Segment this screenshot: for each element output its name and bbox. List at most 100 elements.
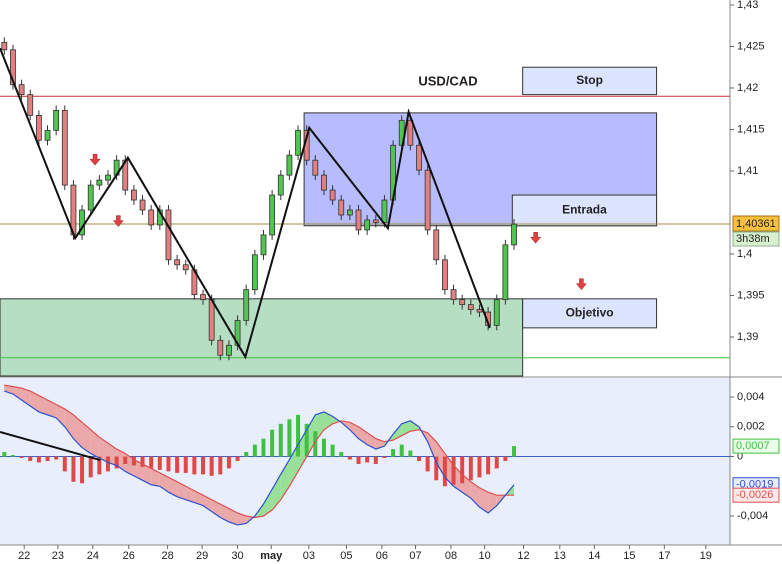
candle-body bbox=[27, 94, 34, 116]
candle-body bbox=[269, 194, 276, 236]
histogram-bar bbox=[425, 456, 430, 472]
macd-fill bbox=[367, 432, 376, 450]
macd-fill bbox=[470, 481, 480, 508]
macd-fill bbox=[349, 422, 359, 439]
candle-body bbox=[165, 209, 172, 261]
histogram-bar bbox=[347, 456, 352, 460]
candle-body bbox=[44, 129, 51, 141]
histogram-bar bbox=[391, 449, 396, 457]
macd-fill bbox=[90, 429, 100, 459]
histogram-bar bbox=[71, 456, 76, 482]
candle-body bbox=[381, 199, 388, 223]
x-tick-label: 14 bbox=[588, 550, 600, 562]
macd-fill bbox=[73, 414, 83, 448]
x-tick-label: 29 bbox=[196, 550, 208, 562]
signal-value-box bbox=[732, 487, 780, 503]
histogram-bar bbox=[88, 456, 93, 478]
histogram-bar bbox=[28, 456, 33, 461]
candle-body bbox=[139, 199, 146, 211]
timer-box bbox=[732, 231, 780, 247]
histogram-bar bbox=[123, 456, 128, 464]
histogram-bar bbox=[321, 438, 326, 457]
histogram-bar bbox=[356, 456, 361, 464]
price-label: 1,40361 bbox=[736, 218, 776, 230]
candle-body bbox=[467, 304, 474, 310]
macd-fill bbox=[436, 441, 445, 478]
trend-line bbox=[0, 431, 101, 462]
y-tick-label: 1,415 bbox=[737, 123, 765, 135]
zone-label: Objetivo bbox=[566, 306, 614, 320]
histogram-bar bbox=[166, 456, 171, 472]
histogram-bar bbox=[503, 456, 508, 461]
zone-label: Entrada bbox=[562, 203, 607, 217]
candle-body bbox=[87, 184, 94, 211]
x-tick-label: 05 bbox=[340, 550, 352, 562]
macd-fill bbox=[133, 459, 143, 481]
macd-fill bbox=[99, 437, 108, 463]
histogram-bar bbox=[468, 456, 473, 481]
candle-body bbox=[502, 244, 509, 301]
candle-body bbox=[251, 254, 258, 291]
macd-fill bbox=[488, 492, 497, 514]
candle-body bbox=[96, 179, 103, 186]
histogram-bar bbox=[408, 450, 413, 457]
macd-fill bbox=[56, 404, 65, 427]
macd-fill bbox=[47, 400, 57, 418]
x-tick-label: 30 bbox=[231, 550, 243, 562]
y-tick-label: 0,002 bbox=[737, 421, 765, 433]
candle-body bbox=[10, 49, 16, 86]
histogram-bar bbox=[209, 456, 214, 476]
histogram-bar bbox=[235, 456, 240, 461]
timer-label: 3h38m bbox=[736, 233, 770, 245]
histogram-bar bbox=[373, 456, 378, 464]
histogram-bar bbox=[304, 423, 309, 457]
macd-fill bbox=[280, 459, 290, 500]
macd-fill bbox=[453, 465, 463, 493]
candle-body bbox=[200, 294, 206, 301]
candle-body bbox=[312, 159, 319, 176]
x-tick-label: 15 bbox=[623, 550, 635, 562]
macd-fill bbox=[306, 414, 316, 457]
y-tick-label: -0,004 bbox=[737, 510, 768, 522]
histogram-bar bbox=[460, 456, 465, 484]
macd-fill bbox=[228, 508, 238, 525]
histogram-bar bbox=[270, 429, 275, 457]
histogram-bar bbox=[140, 456, 145, 467]
macd-fill bbox=[479, 487, 489, 514]
histogram-bar bbox=[477, 456, 482, 478]
histogram-bar bbox=[218, 456, 223, 475]
candle-body bbox=[511, 223, 517, 246]
x-tick-label: 10 bbox=[479, 550, 491, 562]
macd-fill bbox=[107, 443, 117, 466]
signal-value-label: -0,0026 bbox=[736, 489, 773, 501]
histogram-bar bbox=[175, 456, 180, 473]
x-tick-label: 28 bbox=[161, 550, 173, 562]
signal-line bbox=[4, 384, 515, 519]
macd-fill bbox=[289, 444, 299, 487]
macd-panel: -0,004 0 0,002 0,004 0,0007 -0,0019-0,0026 bbox=[0, 384, 780, 526]
candle-body bbox=[416, 144, 422, 171]
zigzag-line bbox=[0, 47, 491, 360]
macd-fill bbox=[12, 386, 22, 401]
candle-body bbox=[493, 299, 500, 326]
histogram-bar bbox=[244, 452, 249, 457]
candle-body bbox=[321, 174, 327, 191]
histogram-bar bbox=[157, 456, 162, 470]
macd-fill bbox=[220, 504, 229, 522]
histogram-bar bbox=[252, 444, 257, 457]
macd-fill bbox=[410, 420, 419, 432]
zone bbox=[511, 194, 658, 227]
candle-body bbox=[476, 309, 483, 313]
candle-body bbox=[53, 109, 60, 131]
candle-body bbox=[372, 219, 379, 223]
macd-fill bbox=[393, 423, 402, 441]
histogram-bar bbox=[287, 419, 292, 457]
histogram-bar bbox=[512, 446, 517, 457]
histogram-bar bbox=[36, 456, 41, 463]
candle-body bbox=[1, 41, 8, 51]
candle-body bbox=[407, 119, 414, 146]
zone bbox=[522, 298, 658, 329]
histogram-value-box bbox=[732, 438, 780, 454]
x-tick-label: 08 bbox=[445, 550, 457, 562]
candle-body bbox=[338, 199, 345, 216]
